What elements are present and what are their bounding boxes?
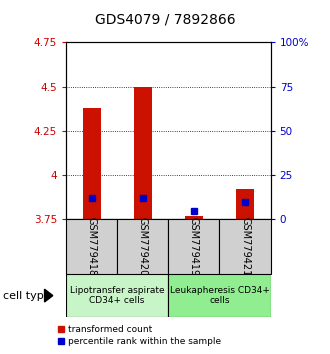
Text: cell type: cell type <box>3 291 51 301</box>
Text: GSM779418: GSM779418 <box>86 217 97 276</box>
Bar <box>219 219 271 274</box>
Text: GSM779420: GSM779420 <box>138 217 148 276</box>
Bar <box>168 219 219 274</box>
Bar <box>117 219 168 274</box>
Bar <box>66 219 117 274</box>
Text: GSM779421: GSM779421 <box>240 217 250 276</box>
Bar <box>185 216 203 219</box>
Bar <box>82 108 101 219</box>
Text: GDS4079 / 7892866: GDS4079 / 7892866 <box>95 12 235 27</box>
Bar <box>66 274 168 317</box>
Polygon shape <box>45 289 53 302</box>
Bar <box>236 189 254 219</box>
Bar <box>134 87 152 219</box>
Legend: transformed count, percentile rank within the sample: transformed count, percentile rank withi… <box>54 321 225 349</box>
Bar <box>168 274 271 317</box>
Text: Leukapheresis CD34+
cells: Leukapheresis CD34+ cells <box>170 286 269 305</box>
Text: Lipotransfer aspirate
CD34+ cells: Lipotransfer aspirate CD34+ cells <box>70 286 164 305</box>
Text: GSM779419: GSM779419 <box>189 217 199 276</box>
